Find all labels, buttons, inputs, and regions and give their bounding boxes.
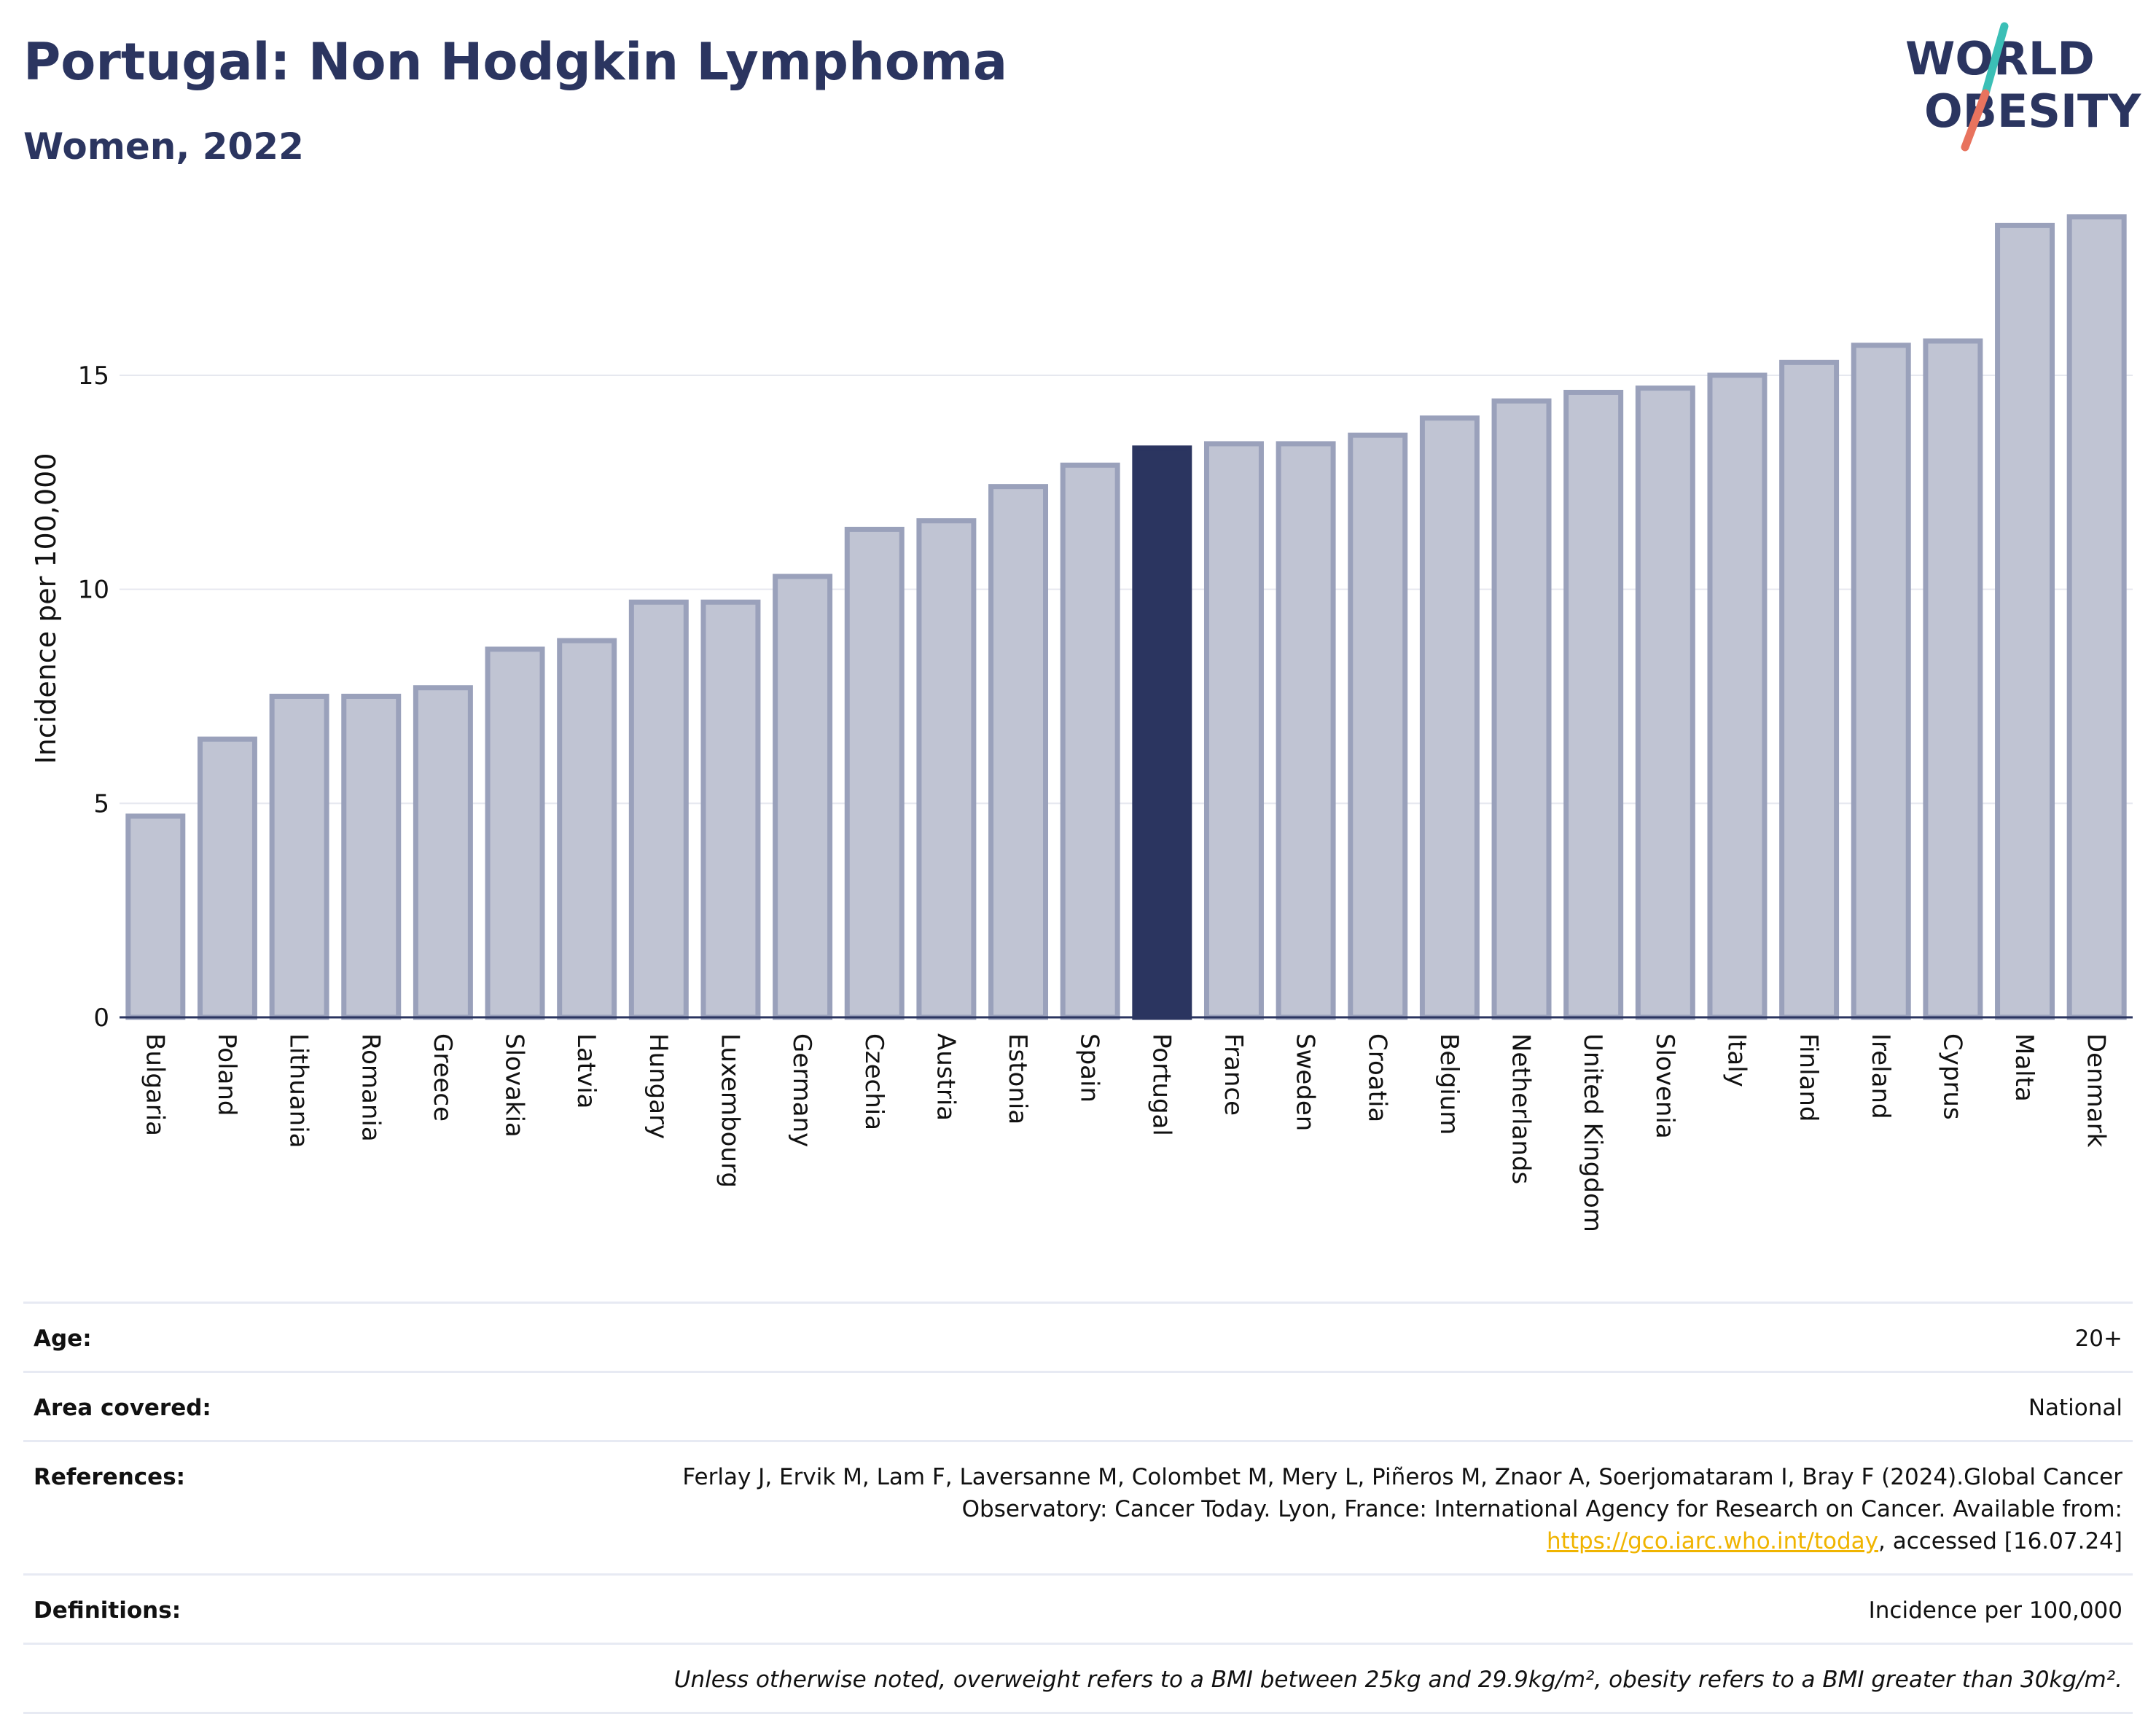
logo-slash-teal (1981, 22, 2009, 98)
x-tick-label: Poland (212, 1033, 241, 1116)
bar-poland (197, 736, 257, 1020)
bar-estonia (988, 484, 1049, 1020)
bar-czechia (844, 526, 905, 1020)
x-tick-label: Croatia (1362, 1033, 1391, 1122)
age-value: 20+ (2074, 1326, 2122, 1352)
area-value: National (2028, 1395, 2122, 1421)
bar-spain (1060, 462, 1120, 1020)
axis-layer: 0 5 10 15 Bulgaria Poland Lithuania Romania Gree… (78, 361, 2133, 1232)
info-row-age: Age: 20+ (23, 1302, 2133, 1371)
bar-bulgaria (125, 813, 186, 1020)
references-value: Ferlay J, Ervik M, Lam F, Laversanne M, … (628, 1461, 2122, 1557)
bar-slovenia (1635, 386, 1695, 1020)
bar-finland (1779, 359, 1840, 1020)
x-tick-label: Bulgaria (140, 1033, 169, 1136)
bar-latvia (557, 638, 617, 1020)
x-tick-label: Portugal (1147, 1033, 1176, 1136)
bar-belgium (1419, 415, 1480, 1020)
bar-sweden (1276, 441, 1336, 1020)
x-tick-label: Malta (2009, 1033, 2039, 1102)
bar-netherlands (1491, 398, 1552, 1020)
x-tick-label: Slovenia (1650, 1033, 1679, 1139)
bar-portugal (1132, 445, 1192, 1020)
obesity-definition-note: Unless otherwise noted, overweight refer… (673, 1667, 2122, 1693)
x-tick-label: United Kingdom (1578, 1033, 1607, 1232)
definitions-label: Definitions: (34, 1597, 181, 1624)
x-tick-label: Denmark (2082, 1033, 2111, 1148)
page-title: Portugal: Non Hodgkin Lymphoma (23, 32, 1008, 92)
world-obesity-logo: WORLD OBESITY (1905, 22, 2141, 152)
x-tick-label: Hungary (644, 1033, 673, 1139)
x-tick-label: Netherlands (1507, 1033, 1536, 1184)
x-tick-label: Belgium (1434, 1033, 1464, 1135)
bar-chart: 0 5 10 15 Bulgaria Poland Lithuania Romania Gree… (30, 214, 2133, 1232)
info-row-definitions: Definitions: Incidence per 100,000 (23, 1573, 2133, 1643)
bar-united-kingdom (1563, 389, 1624, 1020)
x-tick-label: Sweden (1291, 1033, 1320, 1131)
bar-italy (1707, 372, 1768, 1020)
info-row-area: Area covered: National (23, 1371, 2133, 1440)
y-axis-label: Incidence per 100,000 (30, 453, 62, 764)
x-tick-label: Spain (1075, 1033, 1104, 1103)
x-tick-label: Greece (428, 1033, 457, 1122)
x-tick-label: Germany (787, 1033, 816, 1147)
x-tick-label: Lithuania (284, 1033, 313, 1148)
bar-lithuania (269, 693, 329, 1020)
y-tick-label: 10 (78, 576, 109, 605)
x-tick-label: Cyprus (1937, 1033, 1966, 1120)
x-tick-label: Austria (931, 1033, 960, 1121)
references-label: References: (34, 1464, 186, 1490)
bar-ireland (1851, 343, 1911, 1020)
x-tick-label: Latvia (571, 1033, 601, 1109)
definitions-value: Incidence per 100,000 (1868, 1597, 2122, 1624)
x-tick-label: Italy (1722, 1033, 1751, 1087)
logo-slash-coral (1961, 89, 1990, 152)
info-row-references: References: Ferlay J, Ervik M, Lam F, La… (23, 1440, 2133, 1573)
bars-layer (125, 214, 2127, 1020)
x-tick-label: France (1219, 1033, 1248, 1116)
x-tick-label: Czechia (859, 1033, 888, 1130)
x-tick-label: Finland (1794, 1033, 1823, 1122)
y-tick-label: 0 (93, 1003, 109, 1033)
bar-croatia (1348, 432, 1408, 1020)
bar-malta (1995, 222, 2055, 1020)
bar-germany (773, 574, 833, 1020)
bar-france (1203, 441, 1264, 1020)
x-tick-label: Estonia (1003, 1033, 1032, 1124)
references-text: Ferlay J, Ervik M, Lam F, Laversanne M, … (682, 1464, 2122, 1522)
bar-luxembourg (700, 599, 761, 1020)
y-tick-label: 5 (93, 789, 109, 818)
bar-cyprus (1923, 338, 1983, 1020)
x-tick-label: Luxembourg (715, 1033, 744, 1188)
bar-romania (341, 693, 402, 1020)
info-table: Age: 20+ Area covered: National Referenc… (23, 1302, 2133, 1714)
age-label: Age: (34, 1326, 92, 1352)
area-label: Area covered: (34, 1395, 211, 1421)
logo-line2: OBESITY (1924, 85, 2141, 138)
x-tick-label: Romania (356, 1033, 385, 1142)
x-tick-label: Ireland (1866, 1033, 1895, 1119)
bar-austria (916, 518, 977, 1020)
x-tick-label: Slovakia (500, 1033, 529, 1138)
y-tick-label: 15 (78, 361, 109, 391)
bar-hungary (628, 599, 689, 1020)
bar-greece (413, 685, 473, 1020)
info-row-note: Unless otherwise noted, overweight refer… (23, 1643, 2133, 1714)
page-subtitle: Women, 2022 (23, 125, 304, 168)
bar-denmark (2066, 214, 2127, 1020)
bar-slovakia (485, 646, 545, 1020)
references-suffix: , accessed [16.07.24] (1878, 1528, 2122, 1554)
references-link[interactable]: https://gco.iarc.who.int/today (1547, 1528, 1878, 1554)
